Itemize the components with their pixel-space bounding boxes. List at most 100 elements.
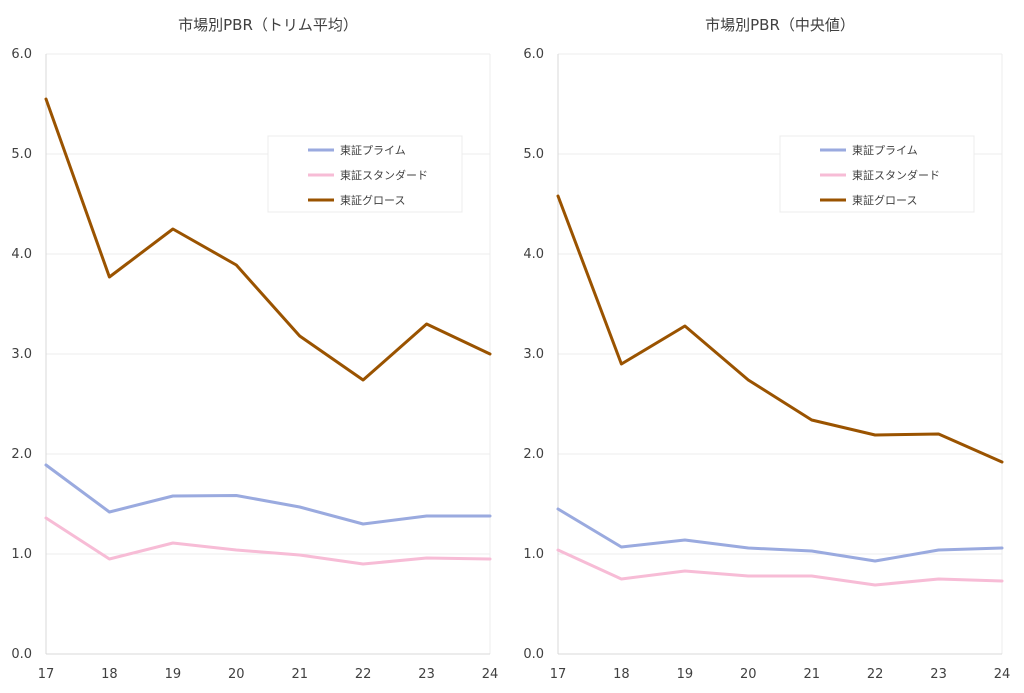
y-tick-label: 3.0	[523, 347, 544, 362]
data-point	[874, 560, 877, 563]
data-point	[747, 575, 750, 578]
y-tick-label: 0.0	[11, 647, 32, 662]
data-point	[425, 557, 428, 560]
x-tick-label: 20	[228, 667, 245, 682]
data-point	[108, 276, 111, 279]
y-tick-label: 3.0	[11, 347, 32, 362]
data-point	[362, 563, 365, 566]
series-line-1	[44, 516, 492, 566]
x-tick-label: 18	[613, 667, 630, 682]
x-tick-label: 20	[740, 667, 757, 682]
data-point	[45, 98, 48, 101]
data-point	[683, 539, 686, 542]
data-point	[108, 511, 111, 514]
legend-box	[779, 135, 975, 213]
data-point	[683, 570, 686, 573]
x-tick-label: 23	[930, 667, 947, 682]
series-line-2	[44, 97, 492, 382]
data-point	[1001, 461, 1004, 464]
chart-trimmed-mean: 市場別PBR（トリム平均） 0.0 1.0 2.0 3.0 4.0 5.0 6.0 17 18 19…	[11, 16, 499, 682]
x-tick-label: 17	[38, 667, 55, 682]
x-tick-label: 24	[482, 667, 499, 682]
series-line-2	[556, 194, 1004, 464]
y-tick-label: 1.0	[523, 547, 544, 562]
x-tick-label: 23	[418, 667, 435, 682]
x-tick-label: 24	[994, 667, 1011, 682]
data-point	[810, 419, 813, 422]
x-tick-label: 21	[803, 667, 820, 682]
data-point	[747, 379, 750, 382]
data-point	[747, 547, 750, 550]
chart-title: 市場別PBR（トリム平均）	[178, 16, 358, 34]
data-point	[810, 550, 813, 553]
data-point	[1001, 547, 1004, 550]
chart-panel-median: 市場別PBR（中央値） 0.0 1.0 2.0 3.0 4.0 5.0 6.0 17 18 19 20…	[512, 0, 1024, 689]
series-line-0	[44, 463, 492, 526]
data-point	[171, 542, 174, 545]
data-point	[937, 549, 940, 552]
data-point	[937, 578, 940, 581]
chart-panel-trimmed-mean: 市場別PBR（トリム平均） 0.0 1.0 2.0 3.0 4.0 5.0 6.0 17 18 19…	[0, 0, 512, 689]
data-point	[557, 549, 560, 552]
data-point	[425, 515, 428, 518]
data-point	[235, 549, 238, 552]
data-point	[489, 515, 492, 518]
data-point	[298, 335, 301, 338]
x-tick-label: 19	[677, 667, 694, 682]
data-point	[362, 523, 365, 526]
data-point	[620, 578, 623, 581]
data-point	[620, 363, 623, 366]
y-tick-label: 4.0	[523, 247, 544, 262]
data-point	[810, 575, 813, 578]
data-point	[45, 517, 48, 520]
data-point	[298, 554, 301, 557]
data-point	[557, 195, 560, 198]
series-line-1	[556, 548, 1004, 587]
data-point	[362, 379, 365, 382]
x-tick-label: 19	[165, 667, 182, 682]
data-point	[620, 546, 623, 549]
x-tick-label: 22	[355, 667, 372, 682]
data-point	[171, 228, 174, 231]
data-point	[171, 495, 174, 498]
legend-label: 東証グロース	[340, 193, 405, 207]
y-tick-label: 4.0	[11, 247, 32, 262]
data-point	[874, 584, 877, 587]
legend-label: 東証プライム	[852, 144, 918, 157]
data-point	[235, 494, 238, 497]
legend-label: 東証グロース	[852, 193, 917, 207]
data-point	[557, 508, 560, 511]
chart-title: 市場別PBR（中央値）	[705, 16, 855, 34]
y-tick-label: 5.0	[523, 147, 544, 162]
x-tick-label: 17	[550, 667, 567, 682]
y-tick-label: 0.0	[523, 647, 544, 662]
y-tick-label: 1.0	[11, 547, 32, 562]
legend-box	[267, 135, 463, 213]
series-line-0	[556, 507, 1004, 563]
data-point	[298, 506, 301, 509]
data-point	[489, 558, 492, 561]
data-point	[1001, 580, 1004, 583]
x-tick-label: 22	[867, 667, 884, 682]
chart-median: 市場別PBR（中央値） 0.0 1.0 2.0 3.0 4.0 5.0 6.0 17 18 19 20…	[523, 16, 1011, 682]
y-tick-label: 6.0	[11, 47, 32, 62]
data-point	[683, 325, 686, 328]
y-tick-label: 2.0	[523, 447, 544, 462]
x-tick-label: 21	[291, 667, 308, 682]
y-tick-label: 6.0	[523, 47, 544, 62]
data-point	[874, 434, 877, 437]
data-point	[489, 353, 492, 356]
y-tick-label: 5.0	[11, 147, 32, 162]
x-tick-label: 18	[101, 667, 118, 682]
data-point	[45, 464, 48, 467]
legend-label: 東証スタンダード	[852, 168, 940, 182]
legend-label: 東証プライム	[340, 144, 406, 157]
data-point	[425, 323, 428, 326]
data-point	[937, 433, 940, 436]
data-point	[108, 558, 111, 561]
data-point	[235, 264, 238, 267]
legend-label: 東証スタンダード	[340, 168, 428, 182]
